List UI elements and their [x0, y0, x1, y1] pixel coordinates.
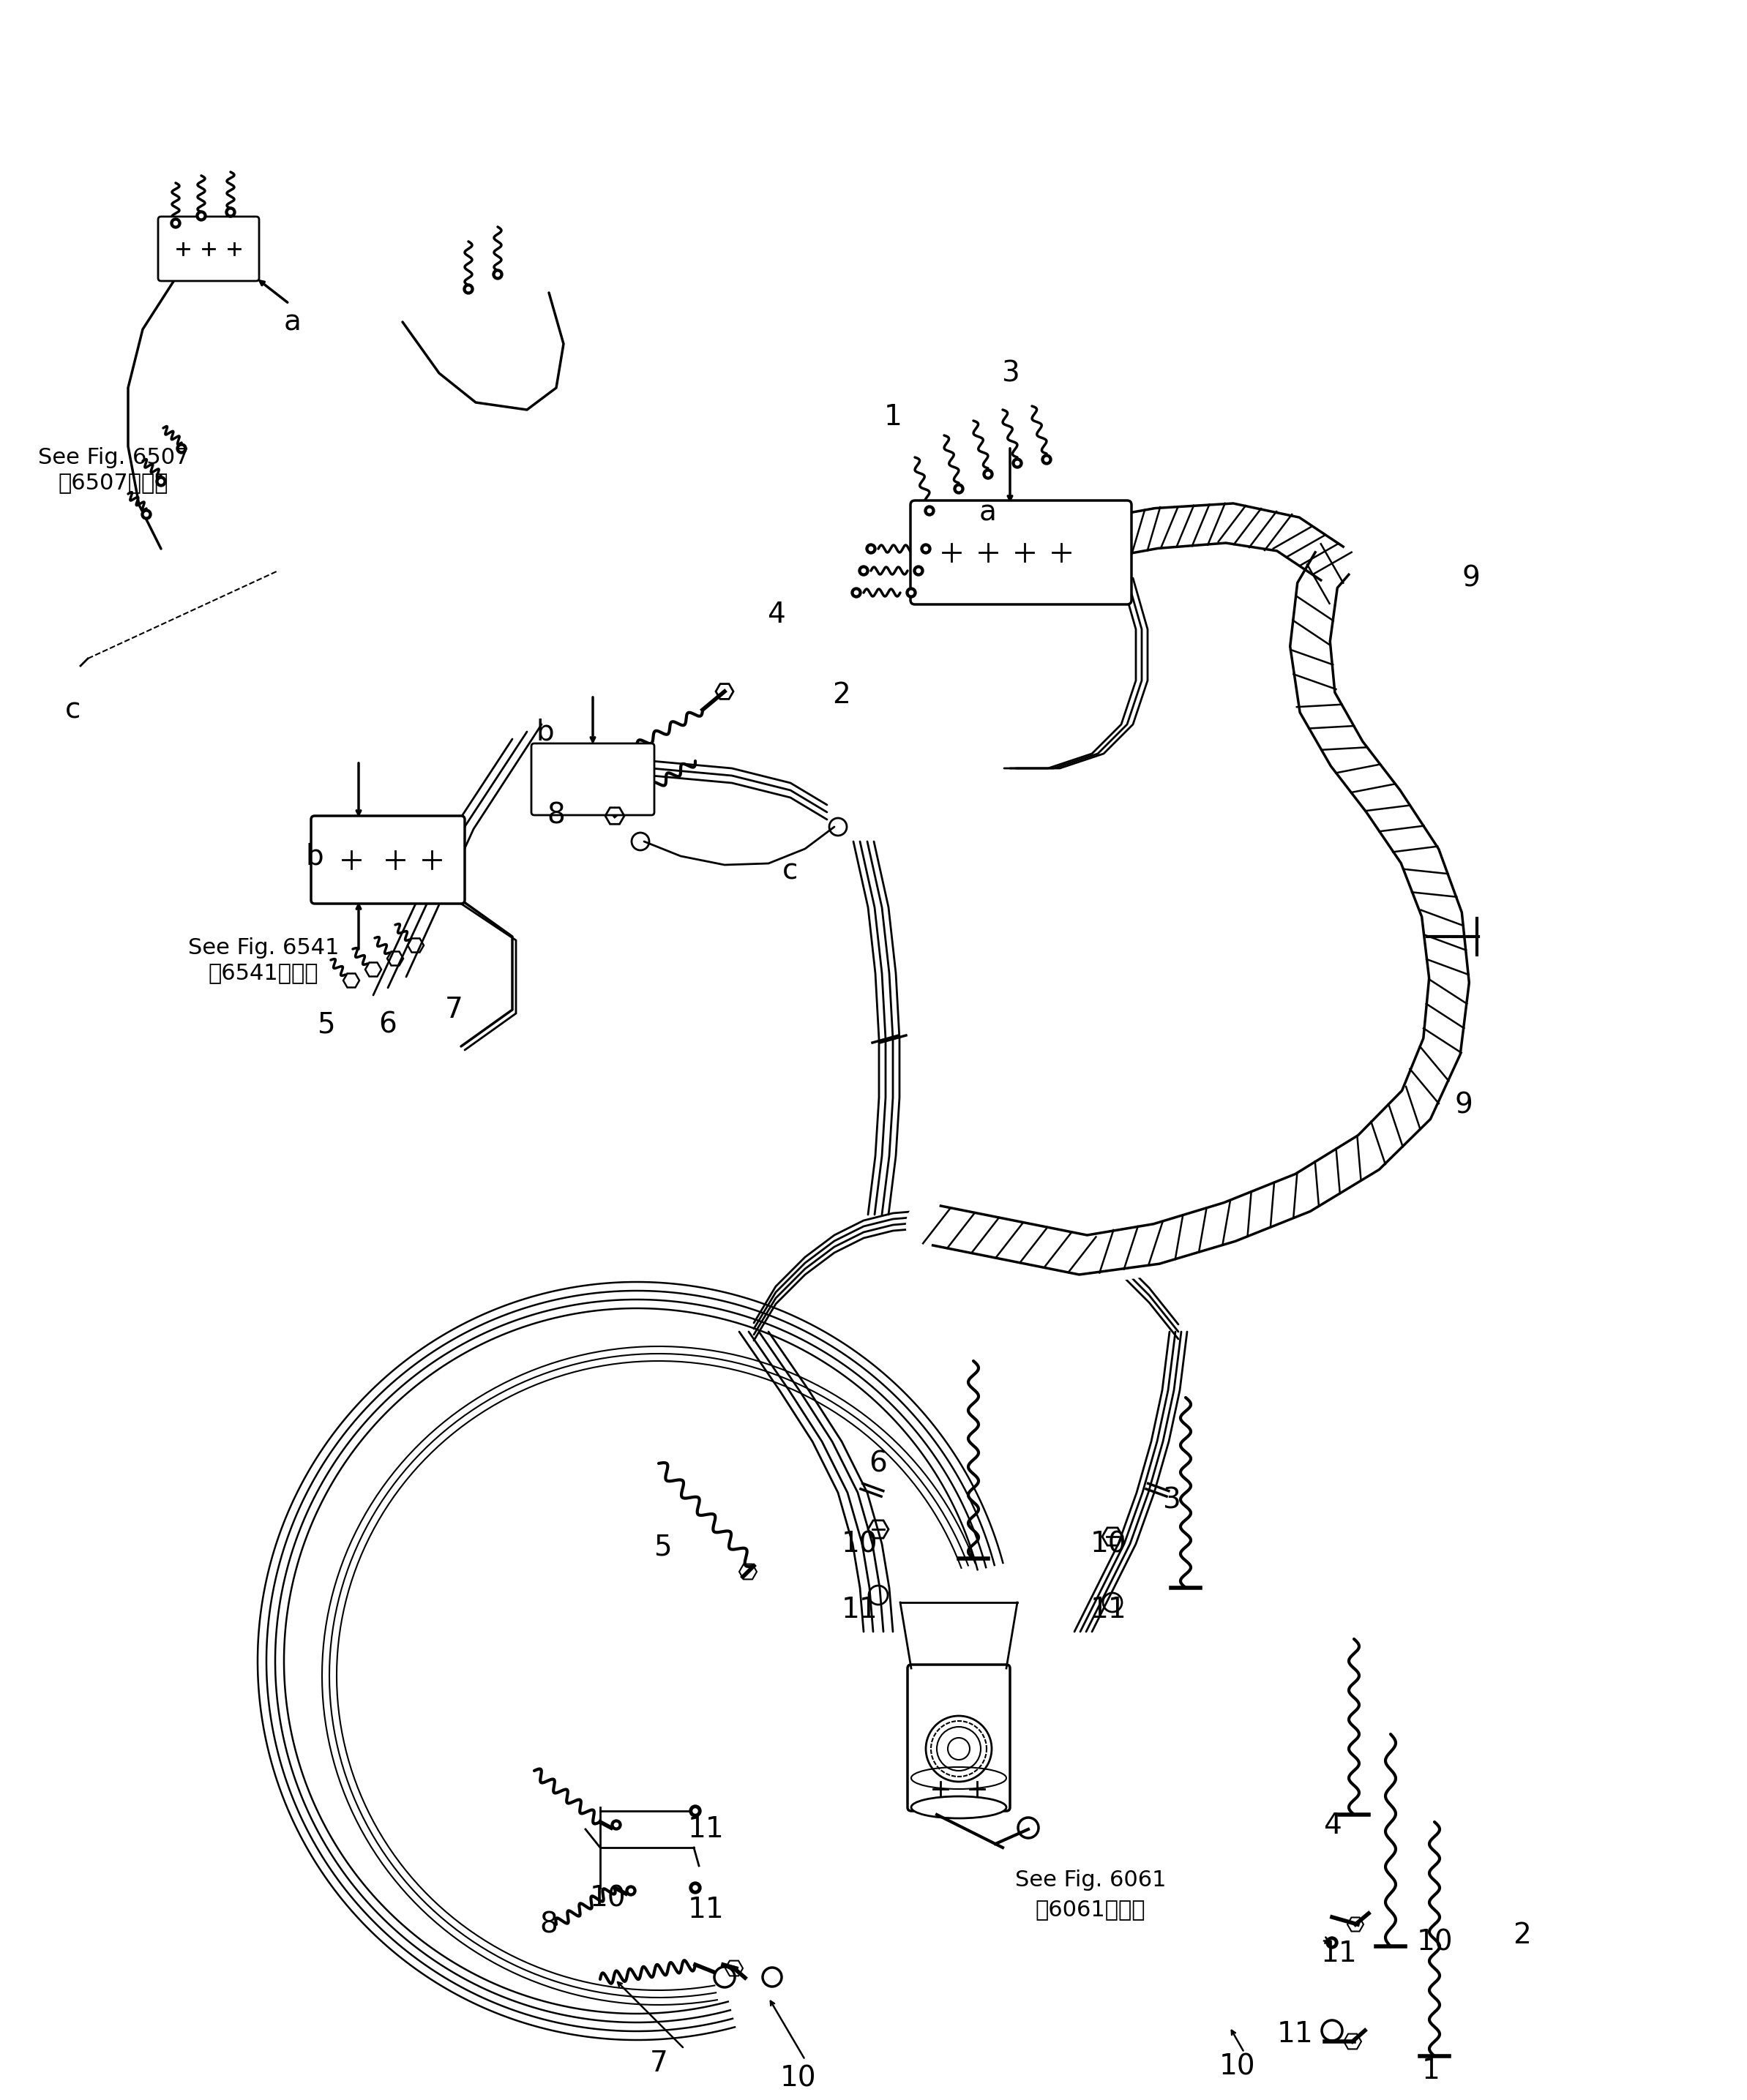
Text: 7: 7 — [445, 995, 463, 1023]
Text: 11: 11 — [688, 1814, 725, 1844]
Text: 第6541図参照: 第6541図参照 — [208, 962, 318, 983]
Circle shape — [908, 590, 914, 594]
Circle shape — [954, 483, 964, 493]
Circle shape — [924, 506, 935, 517]
Text: 3: 3 — [1162, 1487, 1179, 1514]
Ellipse shape — [912, 1766, 1006, 1789]
Circle shape — [1045, 458, 1048, 462]
Circle shape — [861, 569, 865, 573]
Text: 10: 10 — [1417, 1928, 1454, 1957]
FancyBboxPatch shape — [157, 216, 259, 281]
Circle shape — [690, 1882, 701, 1894]
Circle shape — [466, 288, 470, 292]
Text: 7: 7 — [650, 2050, 667, 2077]
Circle shape — [173, 220, 178, 225]
Ellipse shape — [912, 1796, 1006, 1819]
Circle shape — [625, 1886, 636, 1896]
Circle shape — [921, 544, 931, 554]
Circle shape — [176, 443, 187, 454]
Text: 9: 9 — [1462, 565, 1480, 592]
Circle shape — [854, 590, 858, 594]
Text: 第6061図参照: 第6061図参照 — [1036, 1898, 1146, 1919]
FancyBboxPatch shape — [910, 500, 1132, 605]
Text: 10: 10 — [1219, 2054, 1254, 2081]
Text: 1: 1 — [884, 403, 901, 430]
Text: b: b — [536, 718, 554, 745]
Text: 11: 11 — [688, 1896, 725, 1924]
Circle shape — [694, 1886, 697, 1890]
Text: 4: 4 — [1322, 1812, 1342, 1840]
Text: c: c — [65, 695, 80, 724]
Circle shape — [199, 214, 203, 218]
Text: 2: 2 — [1513, 1922, 1532, 1949]
Circle shape — [924, 546, 928, 550]
Text: 3: 3 — [1001, 359, 1019, 386]
Circle shape — [690, 1806, 701, 1816]
Circle shape — [229, 210, 232, 214]
Text: 5: 5 — [316, 1010, 335, 1037]
Circle shape — [1326, 1936, 1338, 1949]
Circle shape — [463, 284, 473, 294]
Circle shape — [1015, 462, 1019, 464]
Circle shape — [142, 510, 152, 519]
Circle shape — [984, 468, 992, 479]
Text: 8: 8 — [547, 802, 566, 829]
Circle shape — [615, 1823, 618, 1827]
Text: 10: 10 — [779, 2064, 816, 2092]
Text: 9: 9 — [1455, 1092, 1473, 1119]
Circle shape — [914, 565, 924, 575]
Circle shape — [917, 569, 921, 573]
Circle shape — [496, 273, 500, 277]
Circle shape — [867, 544, 875, 554]
Circle shape — [171, 218, 180, 229]
Circle shape — [858, 565, 868, 575]
Text: 10: 10 — [589, 1886, 625, 1913]
FancyBboxPatch shape — [907, 1665, 1010, 1810]
Circle shape — [611, 1821, 622, 1829]
Text: 10: 10 — [1090, 1531, 1127, 1558]
Text: 6: 6 — [870, 1449, 887, 1476]
Circle shape — [851, 588, 861, 598]
Circle shape — [1041, 454, 1052, 464]
Text: See Fig. 6541: See Fig. 6541 — [189, 937, 339, 958]
Circle shape — [907, 588, 917, 598]
Text: See Fig. 6061: See Fig. 6061 — [1015, 1869, 1165, 1892]
Circle shape — [180, 447, 183, 451]
FancyBboxPatch shape — [531, 743, 655, 815]
Circle shape — [196, 210, 206, 220]
Text: 1: 1 — [1422, 2056, 1440, 2085]
Circle shape — [225, 208, 236, 216]
Text: 6: 6 — [379, 1010, 397, 1037]
Circle shape — [928, 508, 931, 512]
Text: b: b — [306, 842, 323, 869]
Circle shape — [145, 512, 148, 517]
Circle shape — [1012, 458, 1022, 468]
FancyBboxPatch shape — [311, 817, 465, 903]
Circle shape — [493, 269, 503, 279]
Circle shape — [159, 479, 162, 483]
Text: 4: 4 — [767, 601, 784, 628]
Text: 8: 8 — [540, 1911, 557, 1938]
Text: 2: 2 — [833, 680, 851, 710]
Circle shape — [1329, 1940, 1335, 1945]
Text: a: a — [980, 498, 998, 527]
Text: 5: 5 — [653, 1533, 671, 1562]
Text: a: a — [285, 309, 302, 336]
Circle shape — [694, 1808, 697, 1812]
Circle shape — [957, 487, 961, 491]
Text: 第6507図参照: 第6507図参照 — [58, 472, 168, 493]
Text: 11: 11 — [842, 1596, 879, 1623]
Circle shape — [868, 546, 874, 550]
Text: 11: 11 — [1277, 2020, 1314, 2048]
Text: c: c — [783, 857, 798, 884]
Circle shape — [985, 472, 991, 477]
Text: 10: 10 — [842, 1531, 879, 1558]
Text: See Fig. 6507: See Fig. 6507 — [38, 447, 189, 468]
Circle shape — [155, 477, 166, 487]
Text: 11: 11 — [1090, 1596, 1127, 1623]
Text: 11: 11 — [1321, 1940, 1357, 1968]
Circle shape — [629, 1888, 632, 1892]
